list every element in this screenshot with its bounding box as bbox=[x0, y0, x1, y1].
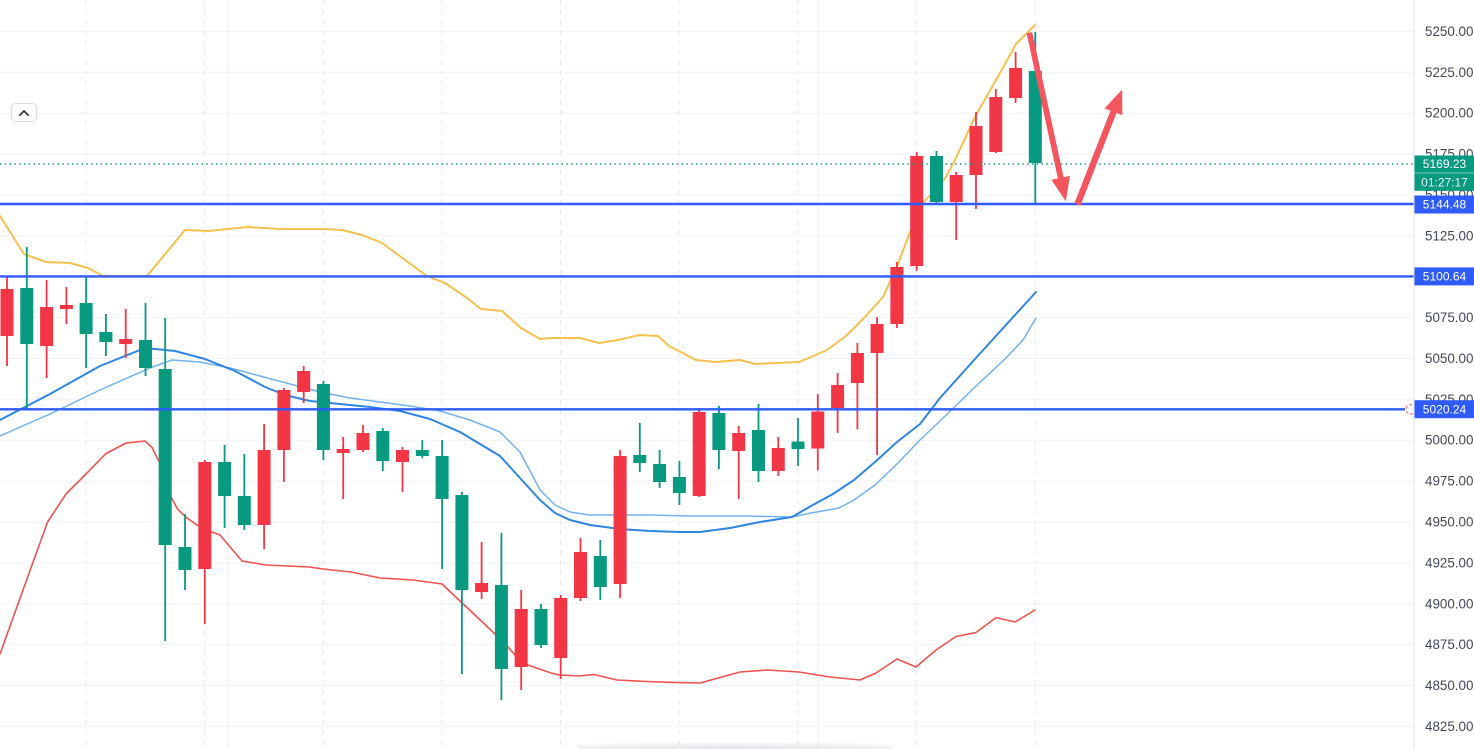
svg-text:5250.00: 5250.00 bbox=[1425, 24, 1473, 39]
svg-text:5125.00: 5125.00 bbox=[1425, 228, 1473, 243]
svg-text:4850.00: 4850.00 bbox=[1425, 678, 1473, 693]
svg-text:4875.00: 4875.00 bbox=[1425, 637, 1473, 652]
svg-text:4950.00: 4950.00 bbox=[1425, 515, 1473, 530]
svg-text:5020.24: 5020.24 bbox=[1423, 402, 1467, 416]
svg-text:4925.00: 4925.00 bbox=[1425, 555, 1473, 570]
svg-text:01:27:17: 01:27:17 bbox=[1421, 175, 1468, 189]
svg-text:4825.00: 4825.00 bbox=[1425, 719, 1473, 734]
svg-text:5169.23: 5169.23 bbox=[1423, 157, 1467, 171]
svg-text:5050.00: 5050.00 bbox=[1425, 351, 1473, 366]
svg-text:5200.00: 5200.00 bbox=[1425, 106, 1473, 121]
svg-text:5100.64: 5100.64 bbox=[1423, 270, 1467, 284]
svg-text:5075.00: 5075.00 bbox=[1425, 310, 1473, 325]
svg-text:5144.48: 5144.48 bbox=[1423, 198, 1467, 212]
svg-text:4900.00: 4900.00 bbox=[1425, 596, 1473, 611]
svg-text:5000.00: 5000.00 bbox=[1425, 433, 1473, 448]
svg-text:5225.00: 5225.00 bbox=[1425, 65, 1473, 80]
svg-text:4975.00: 4975.00 bbox=[1425, 474, 1473, 489]
